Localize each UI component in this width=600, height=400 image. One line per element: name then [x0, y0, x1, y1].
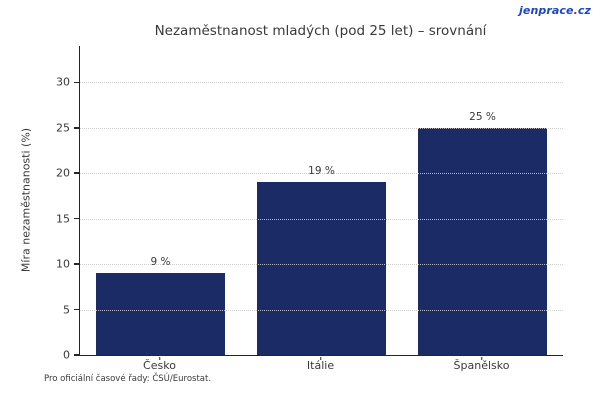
y-axis-tick-labels: 0 5 10 15 20 25 30 [0, 46, 70, 362]
x-tick-label: Česko [143, 359, 176, 372]
y-axis-tick-marks [74, 46, 79, 356]
y-tick-label: 25 [56, 121, 70, 135]
y-tick-mark [74, 263, 79, 265]
y-tick-mark [74, 127, 79, 129]
x-tick-mark [319, 356, 322, 360]
y-tick-mark [74, 172, 79, 174]
y-tick-label: 10 [56, 257, 70, 271]
x-axis-tick-marks [79, 356, 562, 361]
y-tick-mark [74, 354, 79, 356]
bar [257, 182, 386, 355]
bar-value-label: 25 % [469, 110, 496, 123]
chart-title: Nezaměstnanost mladých (pod 25 let) – sr… [154, 23, 487, 39]
plot-area: 9 % 19 % 25 % [79, 46, 563, 356]
y-tick-mark [74, 81, 79, 84]
x-tick-mark [158, 356, 161, 360]
y-tick-label: 15 [56, 212, 70, 226]
x-axis-tick-labels: Česko Itálie Španělsko [79, 359, 562, 373]
jenprace-logo[interactable]: jenprace.cz [519, 4, 591, 17]
y-tick-mark [74, 308, 79, 311]
logo-dot: . [573, 4, 578, 17]
logo-text-primary: jenprace [519, 4, 574, 17]
source-note: Pro oficiální časové řady: ČSÚ/Eurostat. [44, 374, 212, 384]
x-tick-label: Španělsko [453, 359, 510, 372]
y-tick-mark [74, 217, 79, 220]
y-tick-label: 20 [56, 166, 70, 180]
bar-value-label: 19 % [308, 165, 335, 178]
x-tick-label: Itálie [306, 359, 335, 372]
y-tick-label: 0 [63, 348, 70, 362]
bar [418, 127, 547, 355]
bar [96, 273, 225, 355]
logo-tld: cz [577, 4, 591, 17]
y-tick-label: 30 [56, 75, 70, 89]
y-tick-label: 5 [63, 303, 70, 317]
gridline [80, 82, 563, 84]
bar-value-label: 9 % [150, 256, 171, 269]
x-tick-mark [480, 356, 483, 360]
